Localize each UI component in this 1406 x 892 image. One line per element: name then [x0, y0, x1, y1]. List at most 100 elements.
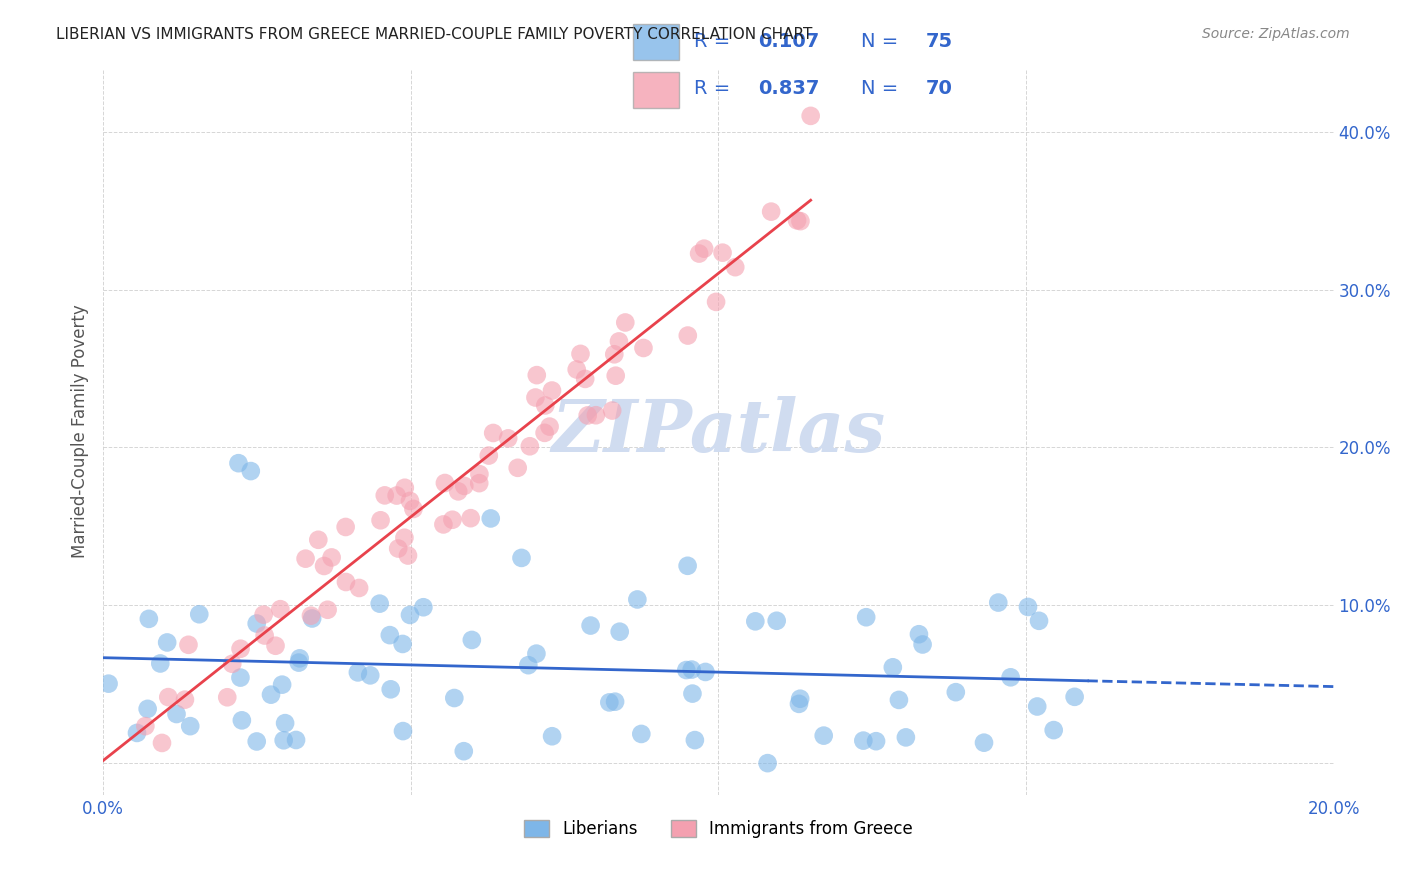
Immigrants from Greece: [519, 439, 541, 453]
Liberians: [288, 651, 311, 665]
Immigrants from Greece: [585, 409, 607, 423]
Liberians: [510, 550, 533, 565]
Bar: [633, 24, 679, 60]
Immigrants from Greece: [607, 334, 630, 349]
Liberians: [260, 688, 283, 702]
Bar: [633, 72, 679, 108]
Liberians: [380, 682, 402, 697]
Text: 75: 75: [925, 31, 953, 51]
Immigrants from Greece: [538, 419, 561, 434]
Liberians: [852, 733, 875, 747]
Y-axis label: Married-Couple Family Poverty: Married-Couple Family Poverty: [72, 305, 89, 558]
Liberians: [359, 668, 381, 682]
Immigrants from Greece: [614, 316, 637, 330]
Liberians: [274, 716, 297, 731]
Immigrants from Greece: [574, 372, 596, 386]
Immigrants from Greece: [433, 475, 456, 490]
Immigrants from Greece: [150, 736, 173, 750]
Immigrants from Greece: [321, 550, 343, 565]
Immigrants from Greece: [603, 347, 626, 361]
Text: N =: N =: [860, 78, 904, 98]
Liberians: [813, 729, 835, 743]
Liberians: [894, 731, 917, 745]
Liberians: [412, 600, 434, 615]
Immigrants from Greece: [600, 403, 623, 417]
Immigrants from Greece: [370, 513, 392, 527]
Immigrants from Greece: [177, 638, 200, 652]
Immigrants from Greece: [688, 246, 710, 260]
Liberians: [683, 733, 706, 747]
Immigrants from Greece: [565, 362, 588, 376]
Immigrants from Greece: [387, 541, 409, 556]
Text: ZIPatlas: ZIPatlas: [551, 396, 886, 467]
Liberians: [973, 736, 995, 750]
Liberians: [285, 733, 308, 747]
Immigrants from Greece: [269, 602, 291, 616]
Liberians: [908, 627, 931, 641]
Immigrants from Greece: [569, 347, 592, 361]
Liberians: [166, 706, 188, 721]
Liberians: [1042, 723, 1064, 737]
Liberians: [1063, 690, 1085, 704]
Immigrants from Greece: [468, 476, 491, 491]
Immigrants from Greece: [526, 368, 548, 383]
Immigrants from Greece: [496, 431, 519, 445]
Immigrants from Greece: [711, 245, 734, 260]
Liberians: [675, 663, 697, 677]
Immigrants from Greece: [264, 639, 287, 653]
Liberians: [526, 647, 548, 661]
Liberians: [399, 607, 422, 622]
Liberians: [138, 612, 160, 626]
Liberians: [287, 656, 309, 670]
Immigrants from Greece: [453, 479, 475, 493]
Liberians: [125, 726, 148, 740]
Liberians: [676, 558, 699, 573]
Immigrants from Greece: [396, 549, 419, 563]
Liberians: [179, 719, 201, 733]
Liberians: [1028, 614, 1050, 628]
Immigrants from Greece: [468, 467, 491, 482]
Immigrants from Greece: [676, 328, 699, 343]
Immigrants from Greece: [399, 494, 422, 508]
Immigrants from Greece: [533, 425, 555, 440]
Liberians: [579, 618, 602, 632]
Liberians: [987, 596, 1010, 610]
Immigrants from Greece: [524, 391, 547, 405]
Immigrants from Greece: [347, 581, 370, 595]
Liberians: [1017, 599, 1039, 614]
Liberians: [681, 663, 703, 677]
Immigrants from Greece: [221, 657, 243, 671]
Liberians: [228, 456, 250, 470]
Liberians: [453, 744, 475, 758]
Liberians: [630, 727, 652, 741]
Liberians: [229, 671, 252, 685]
Liberians: [136, 702, 159, 716]
Liberians: [626, 592, 648, 607]
Liberians: [461, 632, 484, 647]
Immigrants from Greece: [316, 603, 339, 617]
Immigrants from Greece: [134, 719, 156, 733]
Liberians: [97, 676, 120, 690]
Liberians: [246, 734, 269, 748]
Immigrants from Greece: [229, 641, 252, 656]
Liberians: [156, 635, 179, 649]
Liberians: [443, 691, 465, 706]
Text: 0.107: 0.107: [759, 31, 820, 51]
Liberians: [787, 697, 810, 711]
Immigrants from Greece: [253, 628, 276, 642]
Liberians: [789, 691, 811, 706]
Immigrants from Greece: [217, 690, 239, 705]
Liberians: [882, 660, 904, 674]
Immigrants from Greece: [374, 488, 396, 502]
Immigrants from Greece: [789, 214, 811, 228]
Liberians: [945, 685, 967, 699]
Immigrants from Greece: [335, 574, 357, 589]
Immigrants from Greece: [294, 551, 316, 566]
Liberians: [603, 695, 626, 709]
Immigrants from Greece: [157, 690, 180, 705]
Immigrants from Greece: [534, 399, 557, 413]
Immigrants from Greece: [299, 608, 322, 623]
Immigrants from Greece: [441, 513, 464, 527]
Liberians: [1000, 670, 1022, 684]
Text: Source: ZipAtlas.com: Source: ZipAtlas.com: [1202, 27, 1350, 41]
